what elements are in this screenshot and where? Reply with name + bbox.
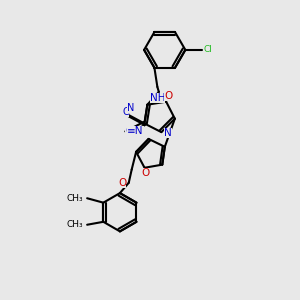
Text: C: C	[125, 126, 133, 136]
Text: ≡N: ≡N	[127, 126, 144, 136]
Text: C: C	[122, 107, 129, 117]
Text: O: O	[118, 178, 126, 188]
Text: Cl: Cl	[204, 45, 212, 54]
Text: CH₃: CH₃	[67, 194, 84, 203]
Text: CH₃: CH₃	[67, 220, 84, 229]
Text: O: O	[164, 91, 173, 101]
Text: N: N	[127, 103, 134, 113]
Text: NH: NH	[150, 93, 165, 103]
Text: O: O	[141, 168, 149, 178]
Text: N: N	[164, 128, 172, 138]
